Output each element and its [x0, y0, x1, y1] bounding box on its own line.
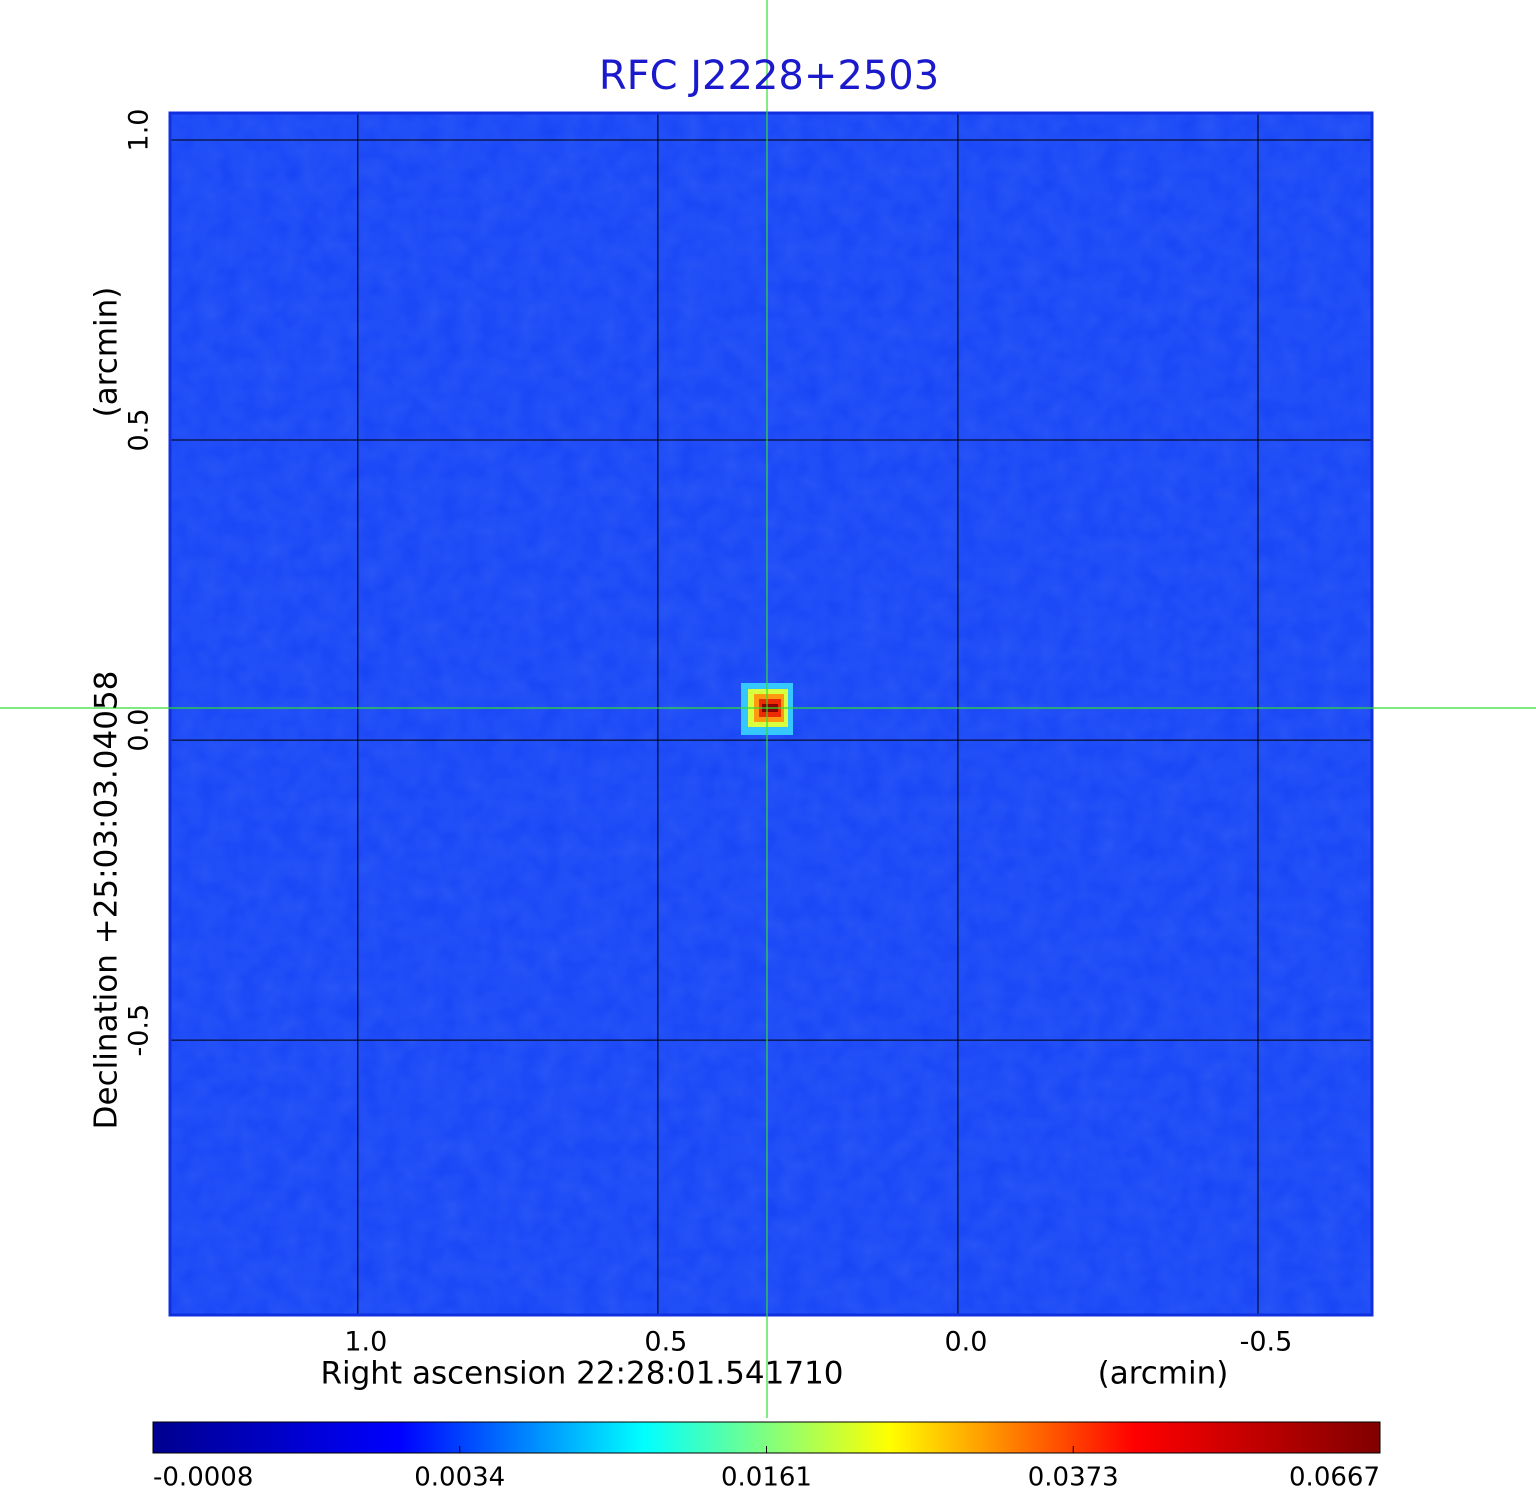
grid [170, 113, 1372, 1315]
x-tick-label: -0.5 [1240, 1327, 1293, 1358]
x-tick-label: 0.5 [644, 1327, 687, 1358]
x-tick-label: 1.0 [344, 1327, 387, 1358]
x-axis-label: Right ascension 22:28:01.541710 [320, 1356, 843, 1392]
colorbar-tick-label: -0.0008 [153, 1463, 253, 1493]
y-tick-label: 0.0 [124, 709, 155, 752]
x-tick-label: 0.0 [944, 1327, 987, 1358]
chart-title: RFC J2228+2503 [599, 53, 939, 99]
y-axis-unit: (arcmin) [89, 287, 125, 418]
colorbar-tick-label: 0.0667 [1289, 1463, 1380, 1493]
colorbar-tick-label: 0.0161 [721, 1463, 812, 1493]
colorbar-tick-label: 0.0373 [1028, 1463, 1119, 1493]
colorbar-tick-label: 0.0034 [414, 1463, 505, 1493]
plot-frame [168, 111, 1374, 1317]
y-tick-label: 1.0 [124, 109, 155, 152]
y-axis-label: Declination +25:03:03.04058 [89, 671, 125, 1130]
y-tick-label: 0.5 [124, 409, 155, 452]
y-tick-label: -0.5 [124, 1004, 155, 1057]
x-axis-unit: (arcmin) [1098, 1356, 1229, 1392]
